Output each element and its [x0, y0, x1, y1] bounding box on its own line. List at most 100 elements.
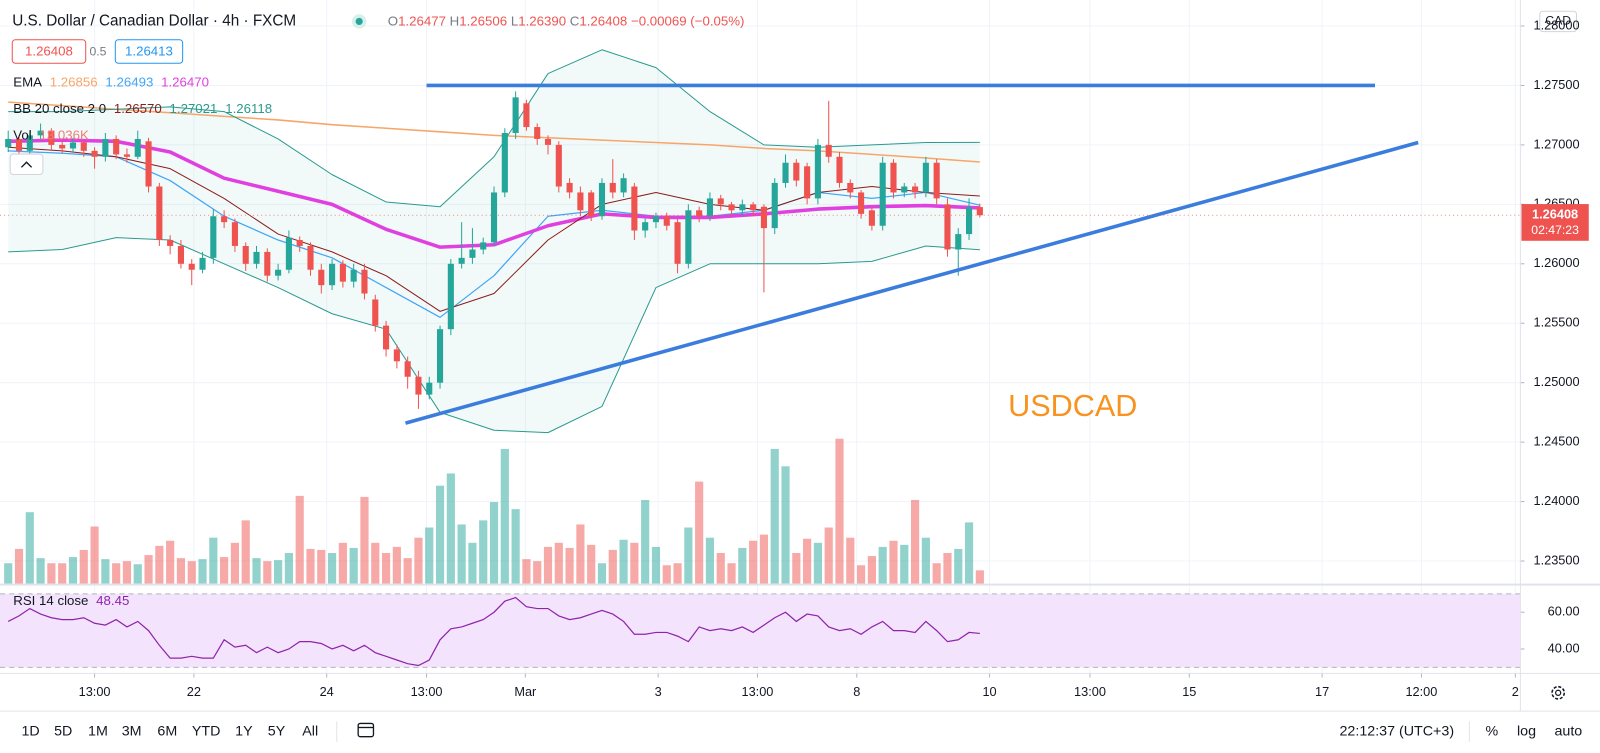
- volume-bar: [597, 563, 607, 584]
- volume-bar: [220, 557, 229, 584]
- bid-box[interactable]: [11, 39, 87, 64]
- candle-body: [48, 130, 55, 145]
- y-tick-label: 1.28000: [1533, 17, 1579, 32]
- status-dot: [355, 17, 363, 25]
- vol-label: Vol: [13, 127, 31, 142]
- option-button[interactable]: %: [1485, 723, 1498, 739]
- candle-body: [436, 329, 444, 383]
- option-button[interactable]: auto: [1554, 723, 1582, 739]
- volume-bar: [58, 563, 67, 584]
- volume-bar: [306, 548, 315, 584]
- range-button[interactable]: All: [302, 723, 318, 739]
- change: −0.00069 (−0.05%): [631, 13, 744, 28]
- volume-bar: [673, 563, 682, 584]
- candle-body: [469, 249, 476, 258]
- candle-body: [879, 162, 886, 226]
- candle-body: [480, 242, 487, 250]
- volume-bar: [230, 542, 240, 584]
- candle-body: [102, 138, 109, 157]
- volume-bar: [489, 502, 499, 584]
- candle-body: [598, 182, 606, 217]
- volume-bar: [749, 540, 758, 584]
- range-button[interactable]: 1D: [21, 723, 39, 739]
- volume-bar: [4, 563, 13, 584]
- rsi-line: [7, 596, 980, 667]
- option-button[interactable]: log: [1517, 723, 1536, 739]
- volume-bar: [36, 558, 45, 584]
- volume-bar: [446, 473, 455, 584]
- candle-body: [868, 210, 875, 226]
- volume-bar: [511, 509, 520, 584]
- candle-body: [167, 240, 174, 246]
- volume-bar: [122, 561, 132, 584]
- volume-bar: [392, 546, 401, 584]
- candle-body: [221, 216, 228, 223]
- candle-body: [771, 182, 778, 229]
- bid-price: 1.26408: [25, 44, 73, 59]
- volume-bar: [727, 563, 736, 584]
- candle-body: [717, 198, 724, 205]
- range-button[interactable]: 5D: [54, 723, 72, 739]
- candle-body: [631, 186, 638, 231]
- candle-body: [59, 144, 66, 149]
- candle-body: [890, 162, 897, 193]
- gear-inner: [1555, 689, 1562, 696]
- volume-bar: [252, 558, 261, 584]
- candle-body: [177, 245, 185, 264]
- volume-bar: [630, 542, 639, 584]
- volume-bar: [846, 537, 855, 584]
- rsi-band: [0, 593, 1521, 668]
- ohlc-line: O1.26477 H1.26506 L1.26390 C1.26408 −0.0…: [388, 13, 745, 28]
- trend-line: [405, 140, 1419, 425]
- vol-value: 13.036K: [39, 127, 89, 142]
- volume-bar: [641, 499, 650, 584]
- x-tick-label: 12:00: [1405, 684, 1437, 699]
- currency-box[interactable]: [1539, 10, 1578, 33]
- volume-bar: [803, 538, 812, 584]
- candle-body: [847, 182, 854, 193]
- collapse-button[interactable]: [9, 153, 44, 175]
- ask-box[interactable]: [114, 39, 184, 64]
- volume-bar: [381, 553, 391, 584]
- volume-bar: [435, 485, 445, 584]
- candle-body: [566, 182, 573, 193]
- range-button[interactable]: 1M: [88, 723, 108, 739]
- candle-body: [426, 382, 433, 395]
- x-tick-label: 13:00: [411, 684, 443, 699]
- volume-bar: [835, 438, 844, 584]
- bb-value: 1.26570: [114, 101, 162, 116]
- ohlc-label: O: [388, 13, 398, 28]
- volume-bar: [867, 556, 876, 584]
- range-button[interactable]: 1Y: [235, 723, 253, 739]
- settings-icon[interactable]: [1551, 685, 1566, 700]
- volume-bar: [716, 553, 725, 584]
- candle-body: [976, 207, 983, 216]
- rsi-legend: RSI 14 close 48.45: [13, 592, 129, 607]
- rsi-tick-label: 40.00: [1548, 640, 1580, 655]
- range-button[interactable]: 5Y: [268, 723, 286, 739]
- candle-body: [145, 141, 152, 187]
- candle-body: [944, 204, 951, 250]
- volume-bar: [943, 553, 952, 584]
- volume-bar: [317, 549, 326, 584]
- volume-bar: [738, 547, 747, 584]
- x-tick-label: 15: [1182, 684, 1196, 699]
- candle-body: [242, 245, 249, 264]
- candle-body: [534, 127, 541, 139]
- range-button[interactable]: YTD: [192, 723, 221, 739]
- volume-bar: [792, 553, 801, 584]
- annotation: USDCAD: [1008, 389, 1137, 423]
- candle-body: [231, 222, 238, 246]
- y-tick-label: 1.26000: [1533, 255, 1579, 270]
- bb-value: 1.26118: [225, 101, 272, 116]
- volume-bar: [144, 555, 153, 584]
- date-range-icon[interactable]: [357, 722, 375, 738]
- candle-body: [739, 204, 746, 211]
- rsi-label: RSI 14 close: [13, 592, 88, 607]
- candle-body: [253, 251, 260, 264]
- candle-body: [955, 234, 962, 250]
- range-button[interactable]: 6M: [157, 723, 177, 739]
- x-tick-label: 10: [982, 684, 996, 699]
- range-button[interactable]: 3M: [122, 723, 142, 739]
